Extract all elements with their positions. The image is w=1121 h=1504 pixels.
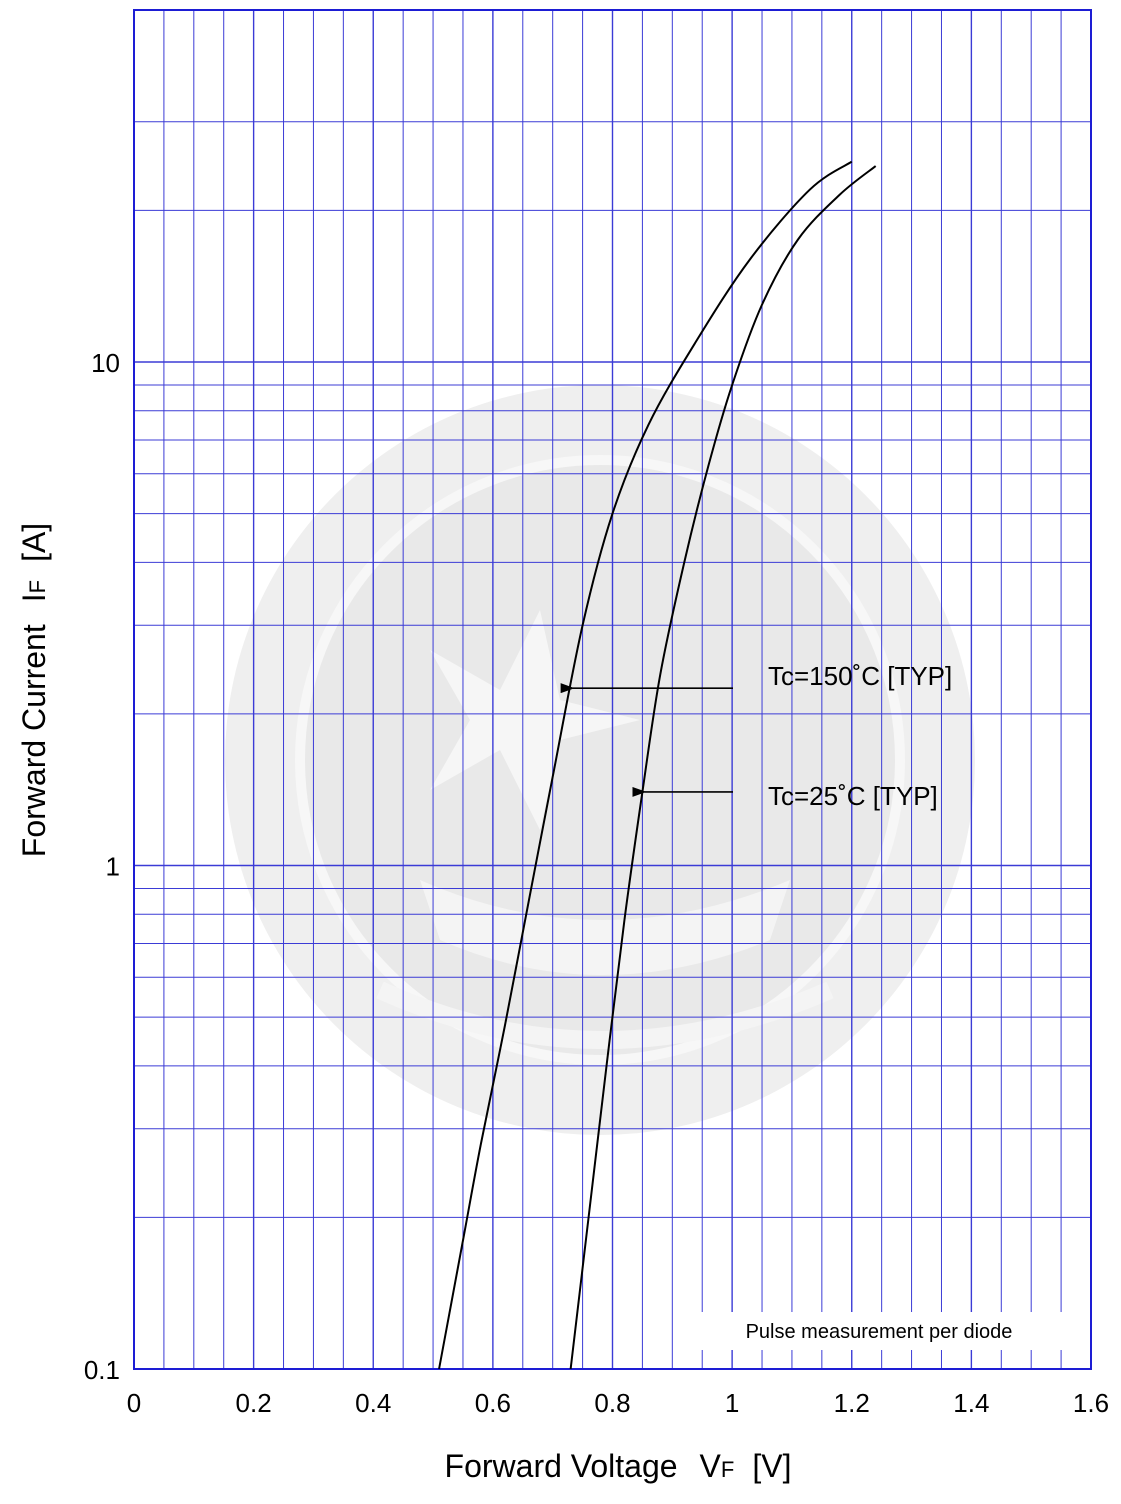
y-tick-label: 10 (91, 348, 120, 378)
series-line-tc-150c (438, 160, 853, 1370)
x-tick-label: 0.6 (475, 1388, 511, 1418)
x-tick-label: 1.2 (834, 1388, 870, 1418)
x-tick-label: 1.4 (953, 1388, 989, 1418)
x-tick-label: 0 (127, 1388, 141, 1418)
x-tick-labels: 0 0.2 0.4 0.6 0.8 1 1.2 1.4 1.6 (127, 1388, 1109, 1418)
x-tick-label: 0.2 (236, 1388, 272, 1418)
y-axis-unit: [A] (16, 523, 52, 562)
x-tick-label: 0.4 (355, 1388, 391, 1418)
y-tick-label: 0.1 (84, 1355, 120, 1385)
annotation-label-150c: Tc=150˚C [TYP] (768, 661, 952, 691)
curves-layer (438, 160, 877, 1370)
x-axis-unit: [V] (752, 1448, 791, 1484)
y-tick-label: 1 (106, 852, 120, 882)
x-axis-subscript: F (721, 1457, 734, 1482)
x-axis-title-main: Forward Voltage (445, 1448, 678, 1484)
y-axis-title: Forward Current IF [A] (16, 523, 52, 857)
y-axis-subscript: F (25, 580, 50, 593)
note-box (683, 1312, 1076, 1350)
plot-frame (133, 9, 1092, 1370)
x-tick-label: 1.6 (1073, 1388, 1109, 1418)
note-text: Pulse measurement per diode (746, 1321, 1013, 1343)
y-axis-title-main: Forward Current (16, 624, 52, 857)
seal-watermark (225, 385, 975, 1135)
x-tick-label: 0.8 (594, 1388, 630, 1418)
x-tick-label: 1 (725, 1388, 739, 1418)
x-axis-symbol: V (700, 1448, 722, 1484)
x-axis-title: Forward Voltage VF [V] (445, 1448, 792, 1484)
series-line-tc-25c (569, 165, 877, 1370)
y-axis-symbol: I (16, 593, 52, 602)
y-tick-labels: 0.1 1 10 (84, 348, 120, 1385)
annotation-label-25c: Tc=25˚C [TYP] (768, 781, 938, 811)
